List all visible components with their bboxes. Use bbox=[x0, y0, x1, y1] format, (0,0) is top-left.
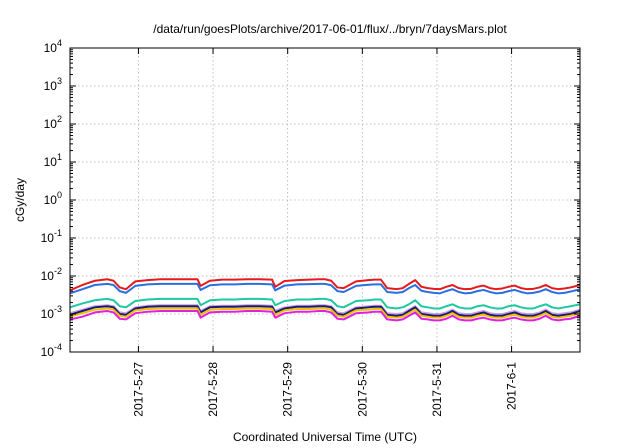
y-axis-label: cGy/day bbox=[13, 178, 27, 222]
y-tick-label: 10-3 bbox=[41, 304, 62, 321]
y-tick-label: 102 bbox=[44, 114, 62, 131]
y-tick-labels: 10-4 10-3 10-2 10-1 100 101 102 103 104 bbox=[41, 38, 62, 359]
series-line bbox=[69, 309, 581, 322]
y-tick-label: 103 bbox=[44, 76, 62, 93]
series-layer bbox=[69, 278, 581, 322]
ticks bbox=[70, 47, 580, 353]
x-tick-label: 2017-5-27 bbox=[131, 362, 145, 417]
x-tick-label: 2017-5-28 bbox=[206, 362, 220, 417]
chart-title: /data/run/goesPlots/archive/2017-06-01/f… bbox=[153, 22, 507, 36]
y-tick-label: 100 bbox=[44, 190, 62, 207]
y-tick-label: 10-2 bbox=[41, 266, 62, 283]
series-line bbox=[69, 307, 581, 319]
y-tick-label: 10-4 bbox=[41, 342, 62, 359]
series-line bbox=[69, 297, 581, 310]
y-tick-label: 101 bbox=[44, 152, 62, 169]
x-tick-labels: 2017-5-27 2017-5-28 2017-5-29 2017-5-30 2017… bbox=[131, 362, 518, 417]
series-line bbox=[69, 278, 581, 292]
series-line bbox=[69, 282, 581, 295]
x-tick-label: 2017-5-30 bbox=[355, 362, 369, 417]
x-tick-label: 2017-5-31 bbox=[430, 362, 444, 417]
y-tick-label: 104 bbox=[44, 38, 62, 55]
x-tick-label: 2017-6-1 bbox=[505, 362, 519, 410]
x-tick-label: 2017-5-29 bbox=[281, 362, 295, 417]
x-axis-label: Coordinated Universal Time (UTC) bbox=[233, 430, 417, 444]
series-line bbox=[69, 305, 581, 317]
y-tick-label: 10-1 bbox=[41, 228, 62, 245]
